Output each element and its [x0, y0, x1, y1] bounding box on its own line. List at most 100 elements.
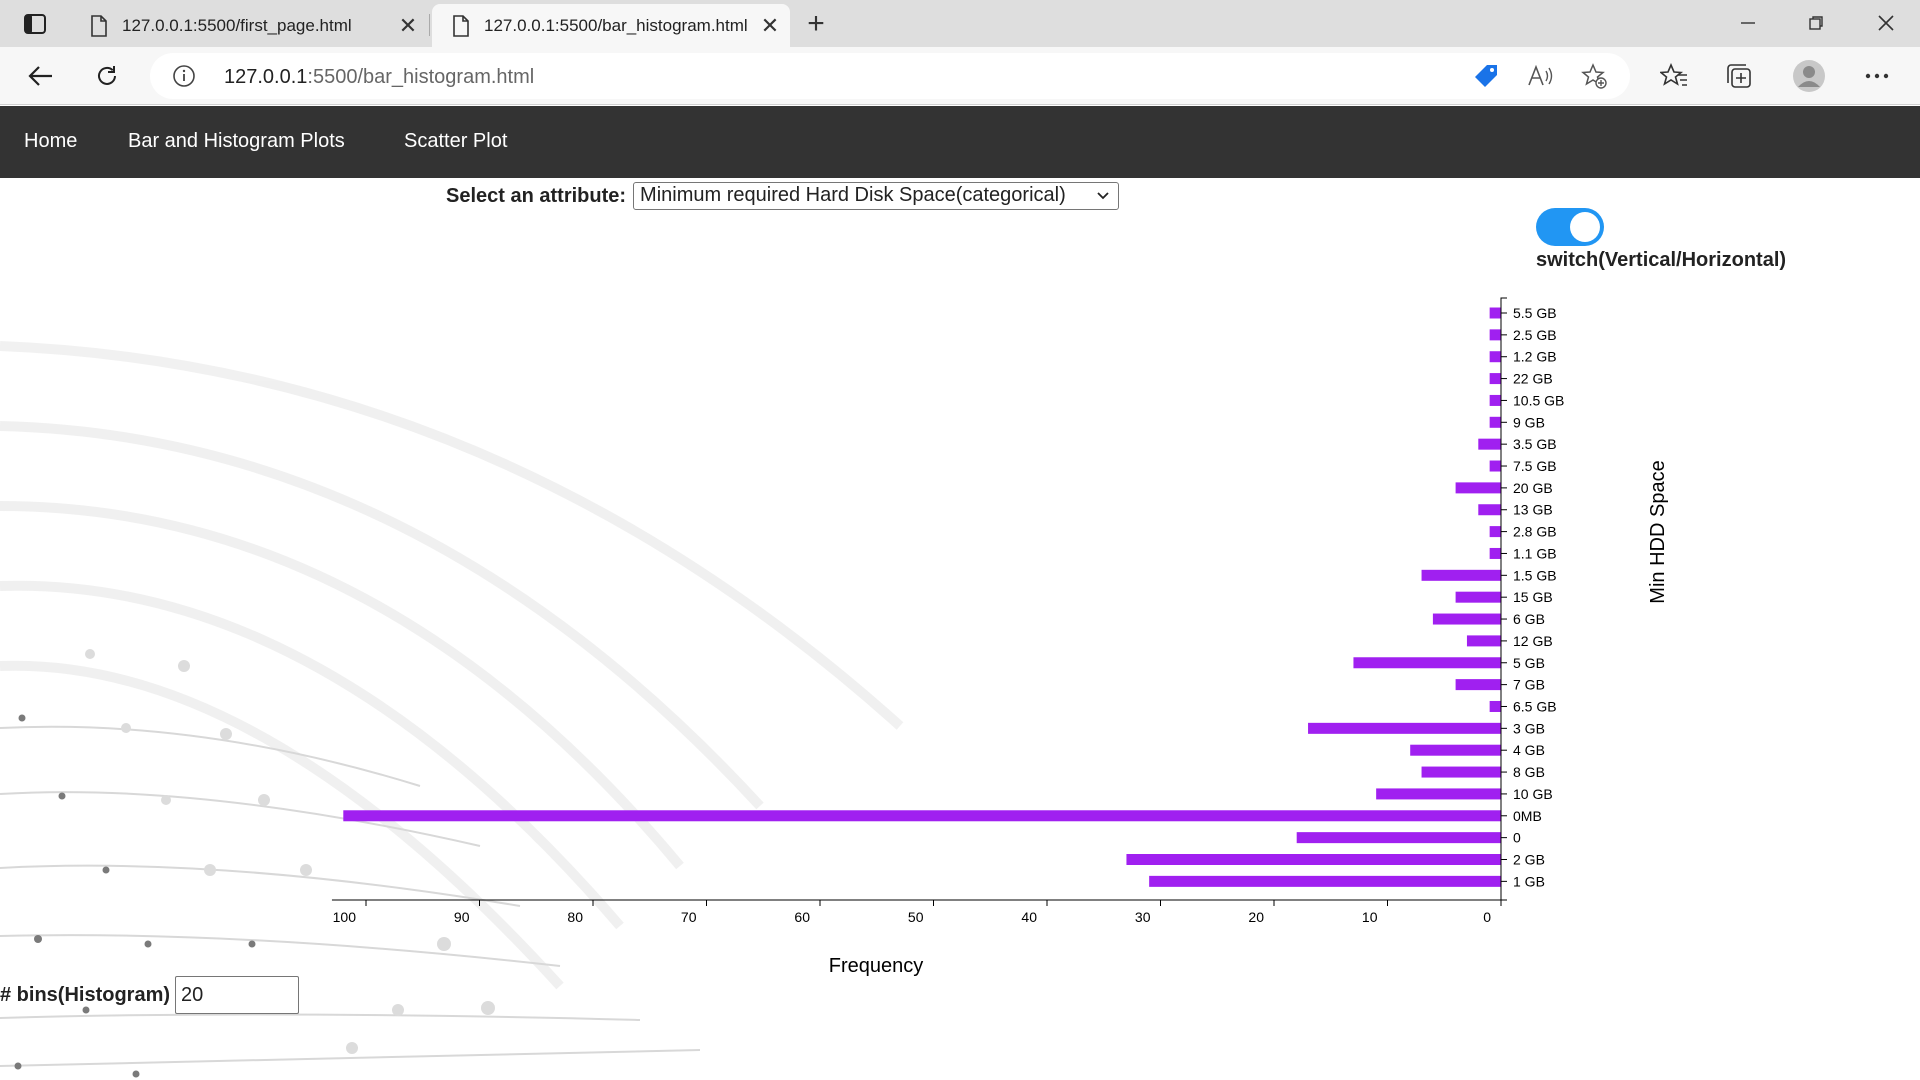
x-tick-label: 40 — [1021, 909, 1037, 925]
tab-separator — [429, 14, 430, 36]
bar — [1466, 635, 1501, 647]
y-tick-label: 20 GB — [1513, 480, 1553, 496]
document-icon — [453, 14, 469, 37]
bar — [1410, 744, 1501, 756]
minimize-button[interactable] — [1718, 0, 1778, 46]
read-aloud-icon[interactable] — [1526, 62, 1554, 90]
y-tick-label: 1.1 GB — [1513, 545, 1557, 561]
url-field[interactable]: 127.0.0.1:5500/bar_histogram.html — [150, 53, 1630, 99]
close-tab-icon[interactable]: ✕ — [760, 12, 780, 38]
y-tick-label: 1.5 GB — [1513, 567, 1557, 583]
bins-input[interactable] — [175, 976, 300, 1014]
y-tick-label: 13 GB — [1513, 502, 1553, 518]
y-tick-label: 3.5 GB — [1513, 436, 1557, 452]
bar — [1489, 373, 1501, 385]
bar — [1489, 394, 1501, 406]
bar — [1489, 416, 1501, 428]
bar — [1455, 482, 1501, 494]
browser-tab-strip: 127.0.0.1:5500/first_page.html ✕ 127.0.0… — [0, 0, 1920, 47]
y-tick-label: 7 GB — [1513, 677, 1545, 693]
x-axis-title: Frequency — [829, 955, 924, 977]
bar — [1489, 526, 1501, 538]
y-axis-line — [1500, 297, 1507, 901]
profile-avatar-icon[interactable] — [1792, 59, 1826, 93]
bar — [1421, 569, 1501, 581]
bar — [1376, 788, 1501, 800]
y-tick-label: 10.5 GB — [1513, 392, 1564, 408]
x-tick-label: 10 — [1362, 909, 1378, 925]
x-tick-label: 90 — [454, 909, 470, 925]
bar — [1353, 657, 1501, 669]
bar — [1489, 307, 1501, 319]
bar — [1455, 591, 1501, 603]
nav-home[interactable]: Home — [24, 130, 78, 152]
y-tick-label: 15 GB — [1513, 589, 1553, 605]
y-tick-label: 2 GB — [1513, 852, 1545, 868]
favorites-icon[interactable] — [1657, 59, 1691, 93]
attribute-label: Select an attribute: — [446, 184, 627, 207]
y-tick-label: 22 GB — [1513, 371, 1553, 387]
close-window-button[interactable] — [1856, 0, 1916, 46]
bar — [1478, 438, 1501, 450]
attribute-selected-value: Minimum required Hard Disk Space(categor… — [640, 184, 1066, 206]
y-tick-label: 2.8 GB — [1513, 524, 1557, 540]
shopping-tag-icon[interactable] — [1472, 62, 1500, 90]
tab-bar-histogram[interactable]: 127.0.0.1:5500/bar_histogram.html ✕ — [432, 4, 790, 47]
close-tab-icon[interactable]: ✕ — [398, 12, 418, 38]
bar — [1489, 329, 1501, 341]
attribute-selector: Select an attribute: Minimum required Ha… — [446, 182, 1120, 210]
bar — [1489, 547, 1501, 559]
bar — [1455, 679, 1501, 691]
bar — [1126, 854, 1501, 865]
refresh-icon[interactable] — [88, 57, 126, 95]
attribute-dropdown[interactable]: Minimum required Hard Disk Space(categor… — [633, 182, 1120, 210]
y-tick-label: 8 GB — [1513, 764, 1545, 780]
toggle-knob — [1570, 212, 1600, 242]
bar — [1432, 613, 1501, 625]
nav-bar-histogram[interactable]: Bar and Histogram Plots — [128, 130, 345, 152]
top-navigation: Home Bar and Histogram Plots Scatter Plo… — [0, 106, 1920, 178]
collections-icon[interactable] — [1722, 59, 1756, 93]
y-tick-label: 5 GB — [1513, 655, 1545, 671]
more-menu-icon[interactable] — [1860, 59, 1894, 93]
bar — [1489, 460, 1501, 472]
url-text: 127.0.0.1:5500/bar_histogram.html — [224, 66, 535, 88]
x-tick-label: 100 — [333, 909, 357, 925]
y-tick-label: 4 GB — [1513, 742, 1545, 758]
bar — [343, 810, 1501, 822]
bar — [1489, 700, 1501, 712]
x-tick-label: 50 — [908, 909, 924, 925]
bar — [1489, 351, 1501, 363]
bar-chart: 5.5 GB 2.5 GB 1.2 GB 22 GB 10.5 GB 9 GB 3.5 GB… — [331, 297, 1669, 977]
orientation-toggle[interactable] — [1536, 208, 1604, 246]
document-icon — [91, 14, 107, 37]
nav-scatter-plot[interactable]: Scatter Plot — [404, 130, 508, 152]
bar — [1308, 722, 1501, 734]
y-tick-label: 0 — [1513, 830, 1521, 846]
add-favorite-icon[interactable] — [1580, 62, 1608, 90]
new-tab-button[interactable]: + — [807, 7, 825, 40]
y-tick-label: 3 GB — [1513, 720, 1545, 736]
y-tick-label: 6.5 GB — [1513, 698, 1557, 714]
bar — [1421, 766, 1501, 778]
x-tick-label: 60 — [794, 909, 810, 925]
restore-button[interactable] — [1786, 0, 1846, 46]
site-info-icon[interactable] — [172, 64, 196, 88]
x-tick-label: 30 — [1135, 909, 1151, 925]
tab-title: 127.0.0.1:5500/first_page.html — [122, 15, 352, 35]
bar — [1478, 504, 1501, 516]
back-arrow-icon[interactable] — [22, 57, 60, 95]
tab-actions-icon[interactable] — [20, 11, 50, 37]
y-tick-label: 10 GB — [1513, 786, 1553, 802]
y-tick-label: 2.5 GB — [1513, 327, 1557, 343]
background-decoration — [0, 341, 904, 1078]
y-tick-label: 7.5 GB — [1513, 458, 1557, 474]
y-tick-label: 0MB — [1513, 808, 1542, 824]
y-tick-label: 6 GB — [1513, 611, 1545, 627]
bar — [1149, 875, 1501, 887]
y-tick-label: 1.2 GB — [1513, 349, 1557, 365]
tab-first-page[interactable]: 127.0.0.1:5500/first_page.html ✕ — [70, 4, 428, 47]
tab-title: 127.0.0.1:5500/bar_histogram.html — [484, 15, 748, 35]
y-tick-label: 5.5 GB — [1513, 305, 1557, 321]
x-tick-label: 20 — [1248, 909, 1264, 925]
